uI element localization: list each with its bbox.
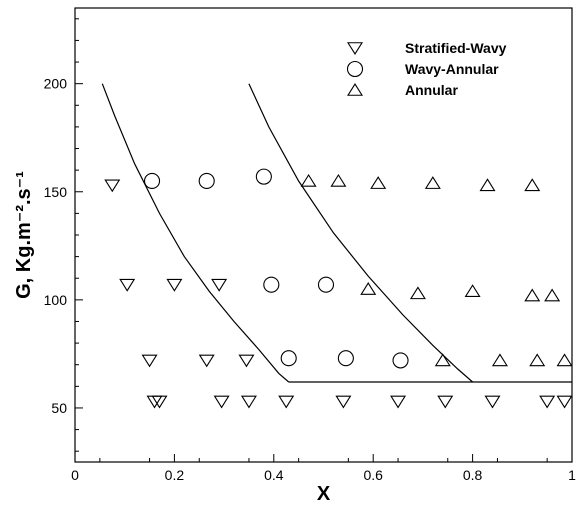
x-tick-label: 1 — [568, 467, 576, 483]
circle-marker — [263, 276, 280, 293]
triangle-down-marker — [119, 278, 136, 292]
y-axis-title: G, Kg.m⁻².s⁻¹ — [13, 171, 35, 299]
axis-ticks — [74, 18, 573, 462]
legend: Stratified-Wavy Wavy-Annular Annular — [346, 40, 507, 98]
triangle-down-marker — [556, 395, 573, 409]
triangle-down-marker — [211, 278, 228, 292]
triangle-down-marker — [213, 395, 230, 409]
y-tick-label: 200 — [44, 76, 68, 92]
legend-triangle-down-symbol — [347, 42, 363, 55]
x-tick-label: 0 — [71, 467, 79, 483]
legend-label: Stratified-Wavy — [405, 40, 507, 56]
triangle-up-marker — [409, 286, 426, 300]
triangle-down-marker — [151, 395, 168, 409]
triangle-up-marker — [479, 178, 496, 192]
triangle-up-marker — [330, 173, 347, 187]
triangle-up-marker — [544, 288, 561, 302]
legend-label: Wavy-Annular — [405, 61, 499, 77]
x-tick-label: 0.8 — [463, 467, 483, 483]
triangle-up-marker — [524, 178, 541, 192]
boundary-curve — [101, 83, 290, 383]
x-tick-label: 0.2 — [165, 467, 185, 483]
y-tick-label: 100 — [44, 292, 68, 308]
boundary-curves — [101, 83, 572, 383]
circle-marker — [337, 350, 354, 367]
triangle-down-marker — [539, 395, 556, 409]
triangle-down-marker — [141, 354, 158, 368]
triangle-up-marker — [491, 353, 508, 367]
circle-marker — [255, 168, 272, 185]
triangle-down-marker — [240, 395, 257, 409]
triangle-down-marker — [390, 395, 407, 409]
boundary-curve — [248, 83, 473, 383]
x-tick-label: 0.6 — [363, 467, 383, 483]
triangle-up-marker — [370, 176, 387, 189]
circle-marker — [143, 172, 161, 190]
circle-marker — [392, 352, 409, 369]
triangle-up-marker — [360, 282, 377, 295]
y-tick-label: 50 — [51, 400, 67, 416]
triangle-up-marker — [529, 353, 546, 367]
circle-marker — [280, 350, 297, 367]
circle-marker — [198, 172, 215, 190]
triangle-down-marker — [335, 395, 352, 409]
triangle-up-marker — [524, 288, 541, 302]
x-tick-label: 0.4 — [264, 467, 284, 483]
triangle-down-marker — [198, 354, 215, 368]
triangle-up-marker — [300, 173, 317, 187]
triangle-up-marker — [556, 353, 573, 367]
x-axis-title: X — [317, 483, 331, 505]
circle-marker — [317, 276, 335, 293]
triangle-down-marker — [484, 395, 501, 409]
triangle-down-marker — [146, 395, 163, 409]
triangle-down-marker — [166, 278, 183, 292]
y-tick-label: 150 — [44, 184, 68, 200]
data-markers — [104, 168, 573, 409]
triangle-up-marker — [434, 353, 451, 367]
legend-label: Annular — [405, 82, 458, 98]
triangle-up-marker — [464, 284, 481, 298]
triangle-up-marker — [424, 176, 441, 189]
legend-triangle-up-symbol — [347, 83, 363, 96]
triangle-down-marker — [437, 395, 454, 409]
triangle-down-marker — [104, 179, 121, 193]
legend-circle-symbol — [346, 60, 364, 78]
triangle-down-marker — [238, 354, 255, 368]
triangle-down-marker — [278, 395, 295, 409]
